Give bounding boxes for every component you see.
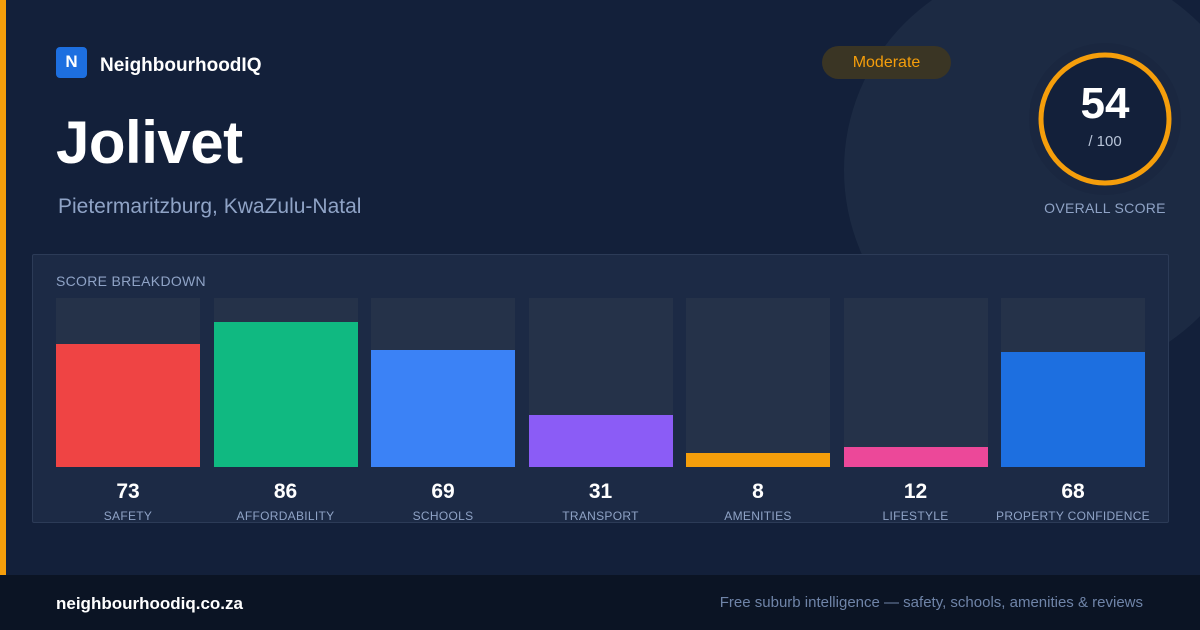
bar-category-label: AMENITIES — [724, 509, 792, 523]
bar-value-label: 69 — [431, 480, 455, 503]
footer-tagline: Free suburb intelligence — safety, schoo… — [719, 594, 1143, 611]
bar — [371, 350, 515, 467]
bar-column: 73 SAFETY — [56, 298, 200, 523]
breakdown-bar-chart: 73 SAFETY 86 AFFORDABILITY 69 SCHOOLS 31 TRANSP… — [33, 255, 1168, 523]
overall-score-max: / 100 — [1088, 133, 1122, 150]
overall-score-value: 54 — [1080, 79, 1130, 128]
score-breakdown-panel: SCORE BREAKDOWN 73 SAFETY 86 AFFORDABILITY 6… — [32, 254, 1169, 523]
bar — [686, 453, 830, 467]
bar-track — [371, 298, 515, 467]
bar-track — [1001, 298, 1145, 467]
breakdown-title: SCORE BREAKDOWN — [56, 273, 206, 289]
bar-category-label: PROPERTY CONFIDENCE — [996, 509, 1150, 523]
bar — [528, 415, 673, 467]
bar-column: 31 TRANSPORT — [528, 298, 673, 523]
overall-score-caption: OVERALL SCORE — [1044, 200, 1166, 216]
score-ring-stroke — [1038, 52, 1172, 186]
bar-column: 12 LIFESTYLE — [843, 298, 988, 523]
bar-column: 69 SCHOOLS — [371, 298, 515, 523]
bar — [56, 344, 200, 467]
bar — [1001, 352, 1145, 467]
bar — [213, 322, 358, 467]
bar-column: 68 PROPERTY CONFIDENCE — [996, 298, 1150, 523]
bar-track — [686, 298, 830, 467]
bar-value-label: 86 — [273, 480, 298, 503]
rating-badge: Moderate — [822, 46, 951, 79]
bar-value-label: 8 — [752, 480, 764, 503]
bar-track — [56, 298, 200, 467]
footer: neighbourhoodiq.co.za Free suburb intell… — [0, 575, 1200, 630]
brand-logo-icon: N — [56, 46, 87, 78]
bar-column: 8 AMENITIES — [686, 298, 830, 523]
bar-value-label: 12 — [903, 480, 928, 503]
accent-strip — [0, 0, 6, 575]
bar-track — [213, 298, 358, 467]
bar-category-label: LIFESTYLE — [882, 509, 949, 523]
bar-value-label: 68 — [1061, 480, 1085, 503]
bar-category-label: AFFORDABILITY — [236, 509, 335, 523]
bar-category-label: TRANSPORT — [562, 509, 639, 523]
bar-track — [528, 298, 673, 467]
bar-category-label: SCHOOLS — [412, 509, 474, 523]
score-ring-graphic — [1029, 43, 1181, 195]
bar-category-label: SAFETY — [103, 509, 153, 523]
bar-value-label: 31 — [588, 480, 613, 503]
suburb-location: Pietermaritzburg, KwaZulu-Natal — [58, 195, 362, 218]
overall-score-ring: 54 / 100 — [1028, 42, 1182, 196]
bar — [843, 447, 988, 467]
bar-track — [843, 298, 988, 467]
bar-column: 86 AFFORDABILITY — [213, 298, 358, 523]
suburb-title: Jolivet — [56, 109, 243, 176]
bar-value-label: 73 — [116, 480, 140, 503]
brand[interactable]: N NeighbourhoodIQ — [56, 46, 261, 78]
footer-url[interactable]: neighbourhoodiq.co.za — [56, 594, 243, 613]
brand-name: NeighbourhoodIQ — [100, 55, 262, 76]
